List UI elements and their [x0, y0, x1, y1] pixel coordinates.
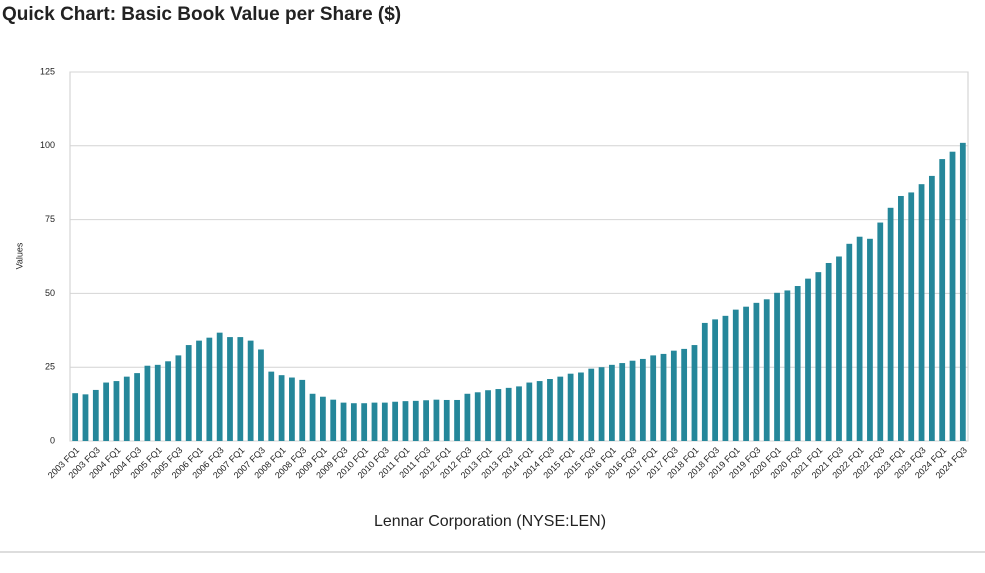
bar	[206, 337, 213, 441]
bar	[227, 337, 233, 441]
bar	[216, 332, 223, 441]
bar	[908, 192, 915, 441]
bar	[237, 337, 244, 441]
bar	[939, 159, 946, 442]
bar	[928, 175, 935, 441]
bar	[103, 382, 110, 441]
bar	[82, 394, 89, 441]
bar	[495, 389, 502, 441]
bar	[712, 319, 719, 441]
bar	[887, 207, 894, 441]
bar	[629, 360, 636, 441]
bar	[670, 350, 677, 441]
bar	[319, 396, 326, 441]
bar	[361, 403, 368, 441]
bar	[557, 376, 564, 441]
bar	[784, 290, 791, 441]
bar	[949, 151, 956, 442]
bar	[134, 373, 140, 441]
bar	[412, 400, 419, 441]
bar	[289, 377, 295, 441]
bar	[856, 236, 863, 441]
bar	[877, 222, 884, 441]
bar	[381, 402, 388, 441]
bar	[196, 340, 202, 441]
bar	[650, 355, 657, 441]
bar	[578, 372, 584, 441]
bar	[763, 299, 770, 441]
bar	[175, 355, 182, 441]
bar	[567, 373, 574, 441]
y-tick-label: 50	[45, 288, 55, 298]
bar	[660, 353, 667, 441]
bar	[836, 256, 842, 441]
bar	[144, 365, 151, 441]
bar	[72, 393, 79, 441]
bar	[743, 306, 749, 441]
bar	[619, 363, 626, 441]
bar	[433, 399, 440, 441]
bar	[268, 371, 275, 441]
bar	[299, 379, 306, 441]
bar	[516, 386, 522, 441]
bar	[165, 361, 171, 441]
x-axis-label: Lennar Corporation (NYSE:LEN)	[374, 513, 606, 530]
bar	[92, 389, 99, 441]
bar	[588, 368, 595, 441]
bar	[402, 401, 409, 441]
bar	[815, 272, 822, 441]
bar	[732, 309, 739, 441]
chart-title: Quick Chart: Basic Book Value per Share …	[2, 4, 401, 25]
bar	[154, 364, 161, 441]
bar	[443, 399, 450, 441]
bar	[898, 195, 904, 441]
bar	[794, 286, 801, 441]
bar	[464, 393, 471, 441]
bar	[123, 376, 130, 441]
bar	[805, 278, 811, 441]
bar	[867, 238, 873, 441]
bar	[691, 345, 698, 441]
bar	[774, 292, 780, 441]
bar	[278, 375, 285, 441]
bar	[609, 364, 615, 441]
bar	[423, 400, 429, 441]
y-axis-label: Values	[14, 242, 24, 269]
bar	[392, 401, 399, 441]
bar	[371, 402, 378, 441]
bar	[247, 340, 254, 441]
bar	[846, 243, 853, 441]
bar	[340, 402, 347, 441]
bar	[454, 399, 460, 441]
bar	[547, 379, 553, 441]
bar	[258, 349, 264, 441]
bar	[185, 345, 192, 441]
y-tick-label: 100	[40, 140, 55, 150]
bar	[722, 315, 729, 441]
bar	[681, 348, 688, 441]
bar	[309, 393, 316, 441]
bar	[526, 382, 533, 441]
bar	[701, 322, 708, 441]
y-tick-label: 0	[50, 435, 55, 445]
bar	[918, 184, 925, 441]
y-tick-label: 75	[45, 214, 55, 224]
bar	[330, 399, 337, 441]
bar	[959, 142, 966, 441]
y-tick-label: 25	[45, 362, 55, 372]
bar	[753, 302, 760, 441]
bar	[474, 392, 481, 441]
bar	[639, 358, 646, 441]
bar	[825, 262, 832, 441]
bar	[350, 403, 357, 441]
y-tick-label: 125	[40, 66, 55, 76]
bar	[485, 390, 491, 441]
bar	[505, 387, 512, 441]
bar	[536, 381, 543, 441]
plot-border	[69, 71, 969, 442]
bar	[598, 367, 605, 441]
bar	[113, 381, 120, 441]
